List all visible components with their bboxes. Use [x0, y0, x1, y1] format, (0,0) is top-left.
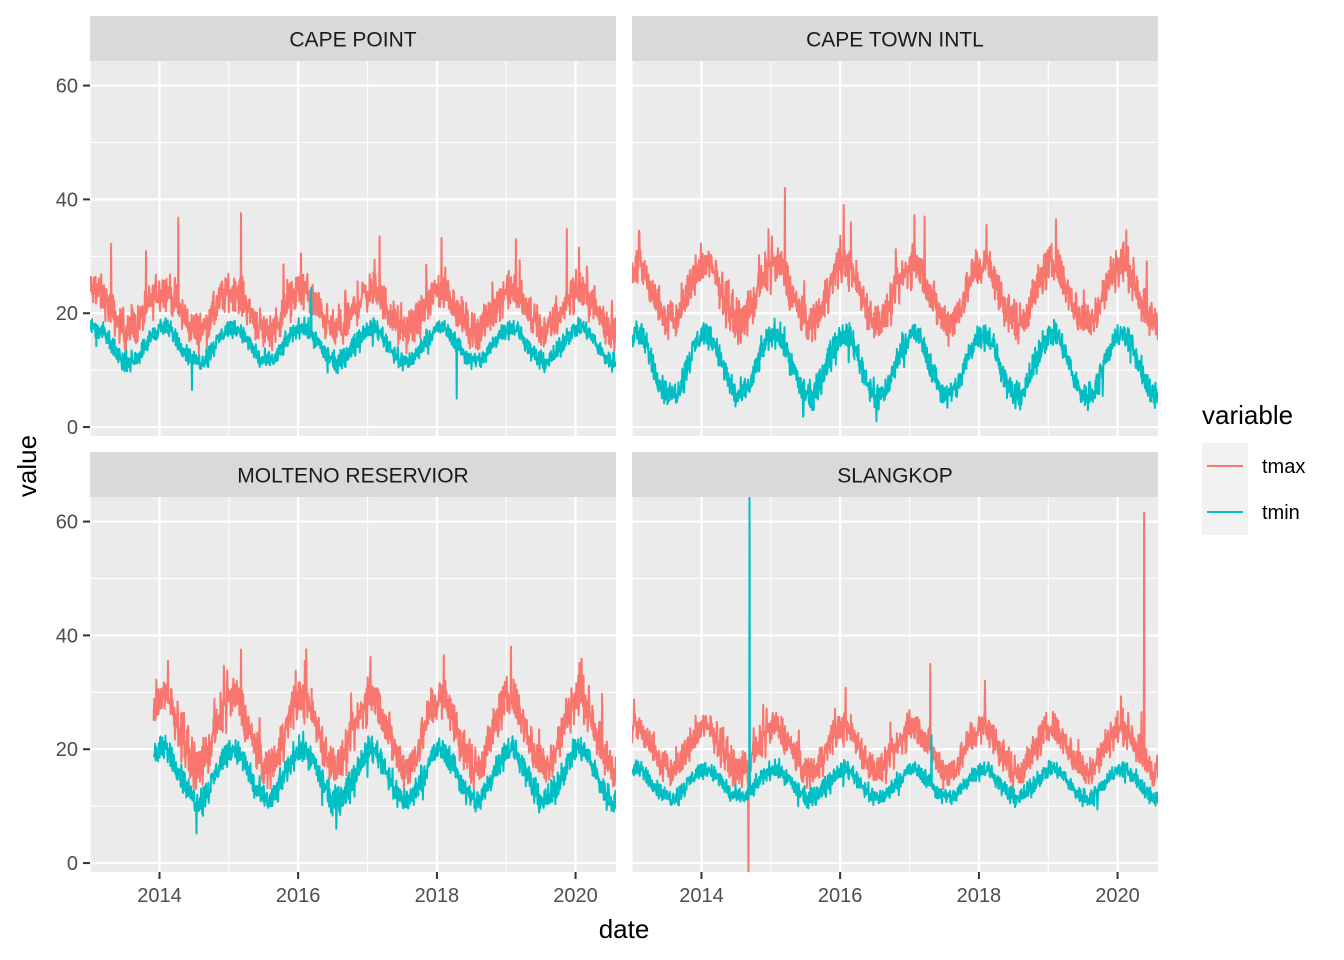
y-tick-label: 60 [56, 76, 78, 98]
x-tick-label: 2020 [553, 885, 598, 907]
panel-background [90, 497, 616, 872]
series-group [152, 645, 616, 835]
panel-background [632, 61, 1158, 436]
y-axis-title: value [12, 435, 42, 497]
series-line-tmin [152, 730, 616, 835]
legend-label: tmin [1262, 502, 1300, 524]
x-tick-label: 2018 [415, 885, 460, 907]
x-tick-label: 2020 [1095, 885, 1140, 907]
legend-key-tmin: tmin [1202, 489, 1300, 535]
facet-strip [90, 452, 616, 497]
series-group [632, 187, 1158, 423]
facet-strip-label: CAPE TOWN INTL [806, 29, 984, 52]
y-tick-label: 20 [56, 303, 78, 325]
facet-panel: MOLTENO RESERVIOR 0 20 40 60 2014 2016 2018 2020 [56, 452, 616, 907]
series-line-tmin [632, 497, 1158, 811]
facet-strip [632, 16, 1158, 61]
series-line-tmin [90, 286, 616, 400]
facet-strip [90, 16, 616, 61]
y-tick-label: 60 [56, 512, 78, 534]
x-axis: 2014 2016 2018 2020 [137, 872, 598, 907]
facet-strip-label: SLANGKOP [837, 465, 953, 488]
panel-background [90, 61, 616, 436]
facet-panel: CAPE POINT 0 20 40 60 [56, 16, 616, 439]
y-tick-label: 0 [67, 853, 78, 875]
y-tick-label: 20 [56, 739, 78, 761]
series-line-tmax [632, 512, 1158, 872]
legend-keys: tmax tmin [1202, 443, 1305, 535]
y-axis: 0 20 40 60 [56, 76, 90, 439]
x-tick-label: 2018 [957, 885, 1002, 907]
series-group [632, 497, 1158, 872]
panel-background [632, 497, 1158, 872]
facet-panel: SLANGKOP 2014 2016 2018 2020 [631, 452, 1158, 907]
legend-label: tmax [1262, 456, 1305, 478]
x-tick-label: 2016 [276, 885, 321, 907]
legend: variable tmax tmin [1202, 400, 1305, 535]
gridlines [631, 61, 1158, 436]
series-line-tmax [632, 187, 1158, 348]
y-axis: 0 20 40 60 [56, 512, 90, 875]
x-axis: 2014 2016 2018 2020 [679, 872, 1140, 907]
x-axis-title: date [599, 914, 650, 944]
facet-strip [632, 452, 1158, 497]
gridlines [631, 497, 1158, 872]
series-group [90, 212, 616, 400]
legend-key-tmax: tmax [1202, 443, 1305, 489]
y-tick-label: 0 [67, 417, 78, 439]
facet-panels: CAPE POINT 0 20 40 60 CAPE TOWN INTL MOLTENO R… [56, 16, 1158, 907]
gridlines [89, 497, 616, 872]
x-tick-label: 2014 [679, 885, 724, 907]
series-line-tmax [152, 645, 616, 793]
x-tick-label: 2014 [137, 885, 182, 907]
x-tick-label: 2016 [818, 885, 863, 907]
series-line-tmin [632, 317, 1158, 423]
facet-strip-label: CAPE POINT [289, 29, 416, 52]
legend-title: variable [1202, 400, 1293, 430]
facet-strip-label: MOLTENO RESERVIOR [237, 465, 468, 488]
series-line-tmax [90, 212, 616, 355]
y-tick-label: 40 [56, 189, 78, 211]
y-tick-label: 40 [56, 625, 78, 647]
facet-panel: CAPE TOWN INTL [631, 16, 1158, 436]
